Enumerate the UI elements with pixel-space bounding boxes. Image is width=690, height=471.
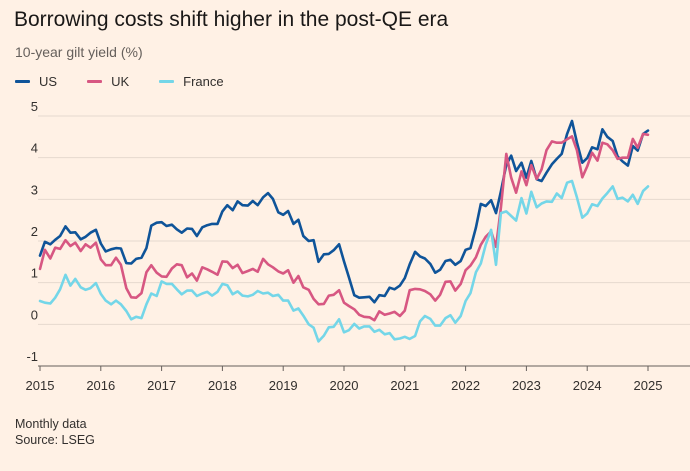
line-chart: -1 0 1 2 3 4 5 2015 2016 2017 2018 2019 2020 2021 202…	[26, 99, 690, 393]
legend-label-uk: UK	[111, 74, 130, 89]
legend: US UK France	[15, 74, 254, 89]
y-tick-label: 4	[31, 141, 38, 156]
x-tick-label: 2023	[512, 378, 541, 393]
x-tick-label: 2025	[634, 378, 663, 393]
legend-item-uk: UK	[87, 74, 129, 89]
series-line-uk	[38, 132, 650, 322]
y-tick-label: 1	[31, 266, 38, 281]
chart-title: Borrowing costs shift higher in the post…	[14, 8, 449, 31]
x-tick-label: 2020	[330, 378, 359, 393]
x-tick-label: 2019	[269, 378, 298, 393]
x-tick-label: 2015	[26, 378, 55, 393]
legend-label-us: US	[39, 74, 58, 89]
chart-subtitle: 10-year gilt yield (%)	[15, 44, 143, 60]
series-line-france	[38, 179, 650, 343]
y-tick-label: 2	[31, 224, 38, 239]
series-line-us	[38, 119, 650, 304]
footer-note: Monthly data	[15, 417, 87, 431]
x-tick-label: 2021	[390, 378, 419, 393]
legend-item-us: US	[15, 74, 57, 89]
y-tick-label: 0	[31, 307, 38, 322]
legend-label-france: France	[183, 74, 224, 89]
y-tick-label: -1	[26, 349, 38, 364]
series-lines	[38, 119, 650, 343]
y-tick-label: 5	[31, 99, 38, 114]
x-tick-label: 2022	[451, 378, 480, 393]
y-tick-label: 3	[31, 182, 38, 197]
legend-swatch-uk	[87, 80, 103, 83]
x-tick-label: 2016	[86, 378, 115, 393]
legend-item-france: France	[159, 74, 224, 89]
x-tick-label: 2018	[208, 378, 237, 393]
legend-swatch-us	[15, 80, 30, 83]
legend-swatch-france	[159, 80, 175, 83]
x-axis-ticks: 2015 2016 2017 2018 2019 2020 2021 2022 2023 2024…	[26, 366, 663, 393]
x-tick-label: 2024	[573, 378, 602, 393]
y-axis-ticks: -1 0 1 2 3 4 5	[26, 99, 38, 364]
x-tick-label: 2017	[147, 378, 176, 393]
chart-footer: Monthly data Source: LSEG	[15, 416, 95, 448]
footer-source: Source: LSEG	[15, 433, 95, 447]
